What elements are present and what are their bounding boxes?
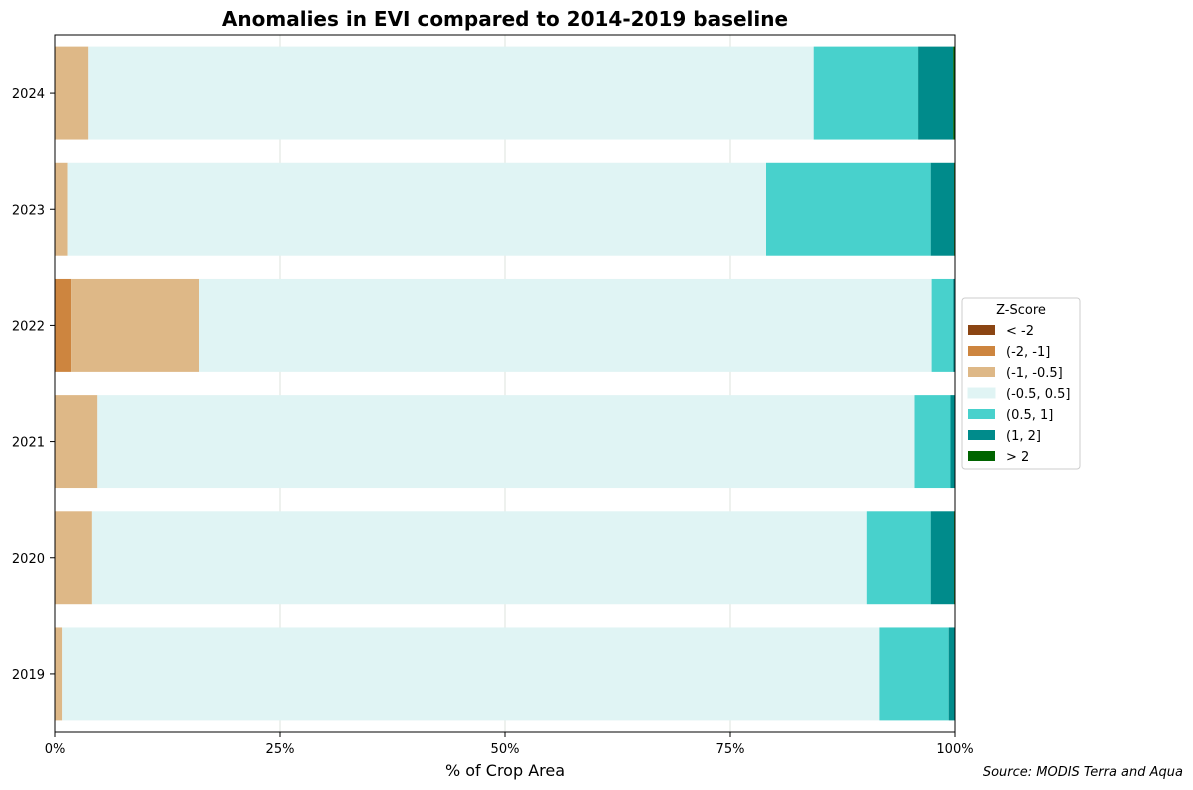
bar-segment (914, 395, 951, 489)
grid-lines (279, 35, 731, 732)
bar-segment (55, 395, 98, 489)
legend-label: (-1, -0.5] (1006, 366, 1063, 381)
y-tick-label: 2021 (12, 436, 45, 451)
bar-segment (91, 511, 867, 605)
y-tick-label: 2023 (12, 203, 45, 218)
x-tick-label: 50% (491, 742, 520, 757)
legend-title: Z-Score (996, 303, 1046, 318)
bar-segment (55, 46, 89, 140)
bar-segment (948, 627, 955, 721)
bar-segment (953, 46, 955, 140)
chart-title: Anomalies in EVI compared to 2014-2019 b… (222, 7, 788, 31)
legend-swatch (968, 367, 995, 377)
bar-segment (953, 278, 955, 372)
x-tick-label: 75% (716, 742, 745, 757)
y-tick-label: 2022 (12, 319, 45, 334)
x-axis-label: % of Crop Area (445, 761, 565, 780)
bar-segment (55, 278, 72, 372)
source-note: Source: MODIS Terra and Aqua (983, 765, 1183, 780)
legend-items: < -2 (-2, -1] (-1, -0.5] (-0.5, 0.5] (0.5, 1… (967, 324, 1070, 465)
legend-label: (1, 2] (1006, 429, 1041, 444)
y-tick-label: 2019 (12, 668, 45, 683)
x-axis-ticks: 0% 25% 50% 75% 100% (45, 732, 974, 757)
bar-segment (199, 278, 932, 372)
x-tick-label: 0% (45, 742, 66, 757)
legend-label: (-0.5, 0.5] (1006, 387, 1070, 402)
bar-segment (950, 395, 955, 489)
y-axis-ticks: 2019 2020 2021 2022 2023 2024 (12, 87, 55, 683)
bar-segment (62, 627, 880, 721)
bar-segment (813, 46, 919, 140)
legend-swatch (968, 451, 995, 461)
bar-segment (88, 46, 814, 140)
bar-segment (931, 278, 954, 372)
legend-swatch (968, 325, 995, 335)
bar-segment (55, 627, 63, 721)
legend-swatch (968, 346, 995, 356)
bar-segment (67, 162, 767, 256)
y-tick-label: 2024 (12, 87, 45, 102)
legend: Z-Score < -2 (-2, -1] (-1, -0.5] (-0.5, 0.5… (961, 297, 1081, 470)
bar-segment (930, 511, 955, 605)
legend-label: < -2 (1006, 324, 1034, 339)
bars-group (55, 46, 955, 721)
legend-label: > 2 (1006, 450, 1029, 465)
bar-segment (766, 162, 931, 256)
y-tick-label: 2020 (12, 552, 45, 567)
bar-segment (55, 511, 92, 605)
bar-segment (55, 162, 68, 256)
bar-segment (918, 46, 954, 140)
legend-swatch (967, 387, 996, 399)
legend-box (961, 297, 1081, 470)
bar-segment (930, 162, 955, 256)
legend-swatch (968, 409, 995, 419)
legend-label: (0.5, 1] (1006, 408, 1053, 423)
bar-segment (97, 395, 915, 489)
legend-swatch (968, 430, 995, 440)
bar-segment (71, 278, 199, 372)
x-tick-label: 25% (266, 742, 295, 757)
bar-segment (866, 511, 931, 605)
legend-label: (-2, -1] (1006, 345, 1050, 360)
bar-segment (879, 627, 949, 721)
x-tick-label: 100% (936, 742, 973, 757)
